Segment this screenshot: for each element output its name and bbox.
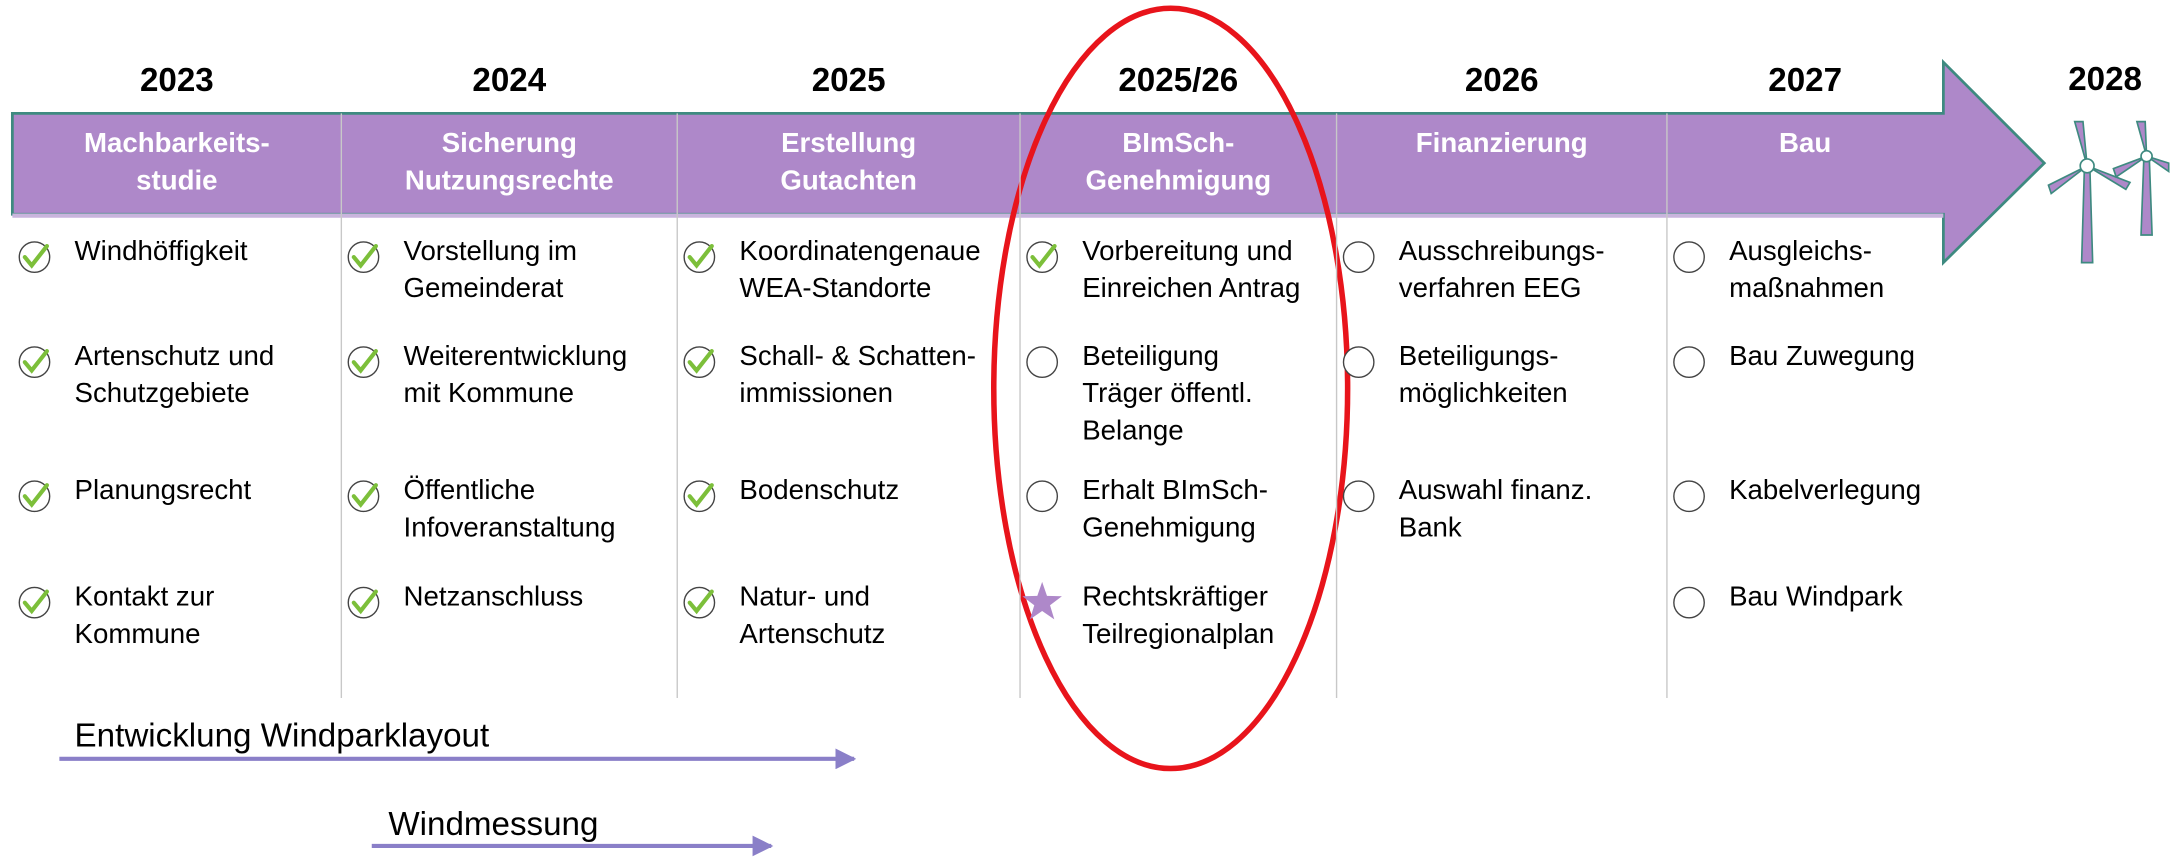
item-text: Schutzgebiete	[75, 377, 250, 408]
check-mark	[687, 349, 714, 374]
status-circle	[1342, 346, 1375, 379]
highlight-ellipse	[991, 5, 1351, 772]
item-text: WEA-Standorte	[739, 272, 931, 303]
phase-label: Machbarkeits-	[84, 127, 270, 158]
item-text: Einreichen Antrag	[1082, 272, 1300, 303]
check-mark	[22, 349, 49, 374]
track-label: Entwicklung Windparklayout	[75, 717, 490, 754]
item-text: mit Kommune	[404, 377, 574, 408]
item-text: Erhalt BImSch-	[1082, 474, 1268, 505]
check-mark	[22, 483, 49, 508]
check-mark	[22, 243, 49, 269]
item-text: Planungsrecht	[75, 474, 252, 505]
track-label: Windmessung	[388, 806, 598, 843]
phase-label: Genehmigung	[1085, 164, 1271, 195]
item-text: Artenschutz	[739, 618, 885, 649]
item-text: Bank	[1399, 511, 1462, 542]
check-mark	[687, 589, 714, 615]
check-mark	[1030, 243, 1057, 269]
item-text: Kontakt zur	[75, 580, 215, 611]
item-text: Windhöffigkeit	[75, 235, 248, 266]
item-text: maßnahmen	[1729, 272, 1884, 303]
item-text: Beteiligungs-	[1399, 340, 1559, 371]
star-icon	[1022, 581, 1062, 620]
year-label: 2024	[472, 62, 546, 99]
status-circle	[1673, 241, 1705, 273]
check-mark	[351, 483, 378, 508]
item-text: Rechtskräftiger	[1082, 580, 1268, 611]
phase-label: BImSch-	[1122, 127, 1234, 158]
status-circle	[1342, 241, 1375, 273]
check-mark	[351, 589, 378, 615]
item-text: Kabelverlegung	[1729, 474, 1921, 505]
year-label: 2025/26	[1118, 62, 1238, 99]
item-text: Bau Zuwegung	[1729, 340, 1915, 371]
item-text: Bau Windpark	[1729, 580, 1903, 611]
status-circle	[1673, 480, 1705, 513]
item-text: möglichkeiten	[1399, 377, 1568, 408]
item-text: Schall- & Schatten-	[739, 340, 975, 371]
phase-label: Sicherung	[442, 127, 577, 158]
item-text: Vorstellung im	[404, 235, 578, 266]
year-label: 2025	[812, 62, 886, 99]
phase-label: Erstellung	[781, 127, 916, 158]
item-text: Netzanschluss	[404, 580, 584, 611]
item-text: Kommune	[75, 618, 201, 649]
status-circle	[1342, 480, 1375, 513]
wind-turbines	[2047, 120, 2170, 264]
item-text: Teilregionalplan	[1082, 618, 1274, 649]
final-year: 2028	[2068, 61, 2142, 98]
item-text: Vorbereitung und	[1082, 235, 1292, 266]
item-text: Gemeinderat	[404, 272, 564, 303]
phase-label: Bau	[1779, 127, 1831, 158]
item-text: Ausgleichs-	[1729, 235, 1872, 266]
item-text: Auswahl finanz.	[1399, 474, 1592, 505]
status-circle	[1026, 480, 1059, 513]
item-text: Artenschutz und	[75, 340, 275, 371]
check-mark	[351, 243, 378, 269]
item-text: Träger öffentl.	[1082, 377, 1252, 408]
status-circle	[1673, 346, 1705, 379]
phase-label: Gutachten	[780, 164, 917, 195]
year-label: 2027	[1768, 62, 1842, 99]
check-mark	[687, 243, 714, 269]
phase-label: studie	[136, 164, 217, 195]
item-text: Beteiligung	[1082, 340, 1219, 371]
status-circle	[1673, 586, 1705, 619]
item-text: immissionen	[739, 377, 893, 408]
year-label: 2023	[140, 62, 214, 99]
status-circle	[1026, 346, 1059, 379]
check-mark	[22, 589, 49, 615]
item-text: Genehmigung	[1082, 511, 1256, 542]
check-mark	[351, 349, 378, 374]
item-text: Infoveranstaltung	[404, 511, 616, 542]
item-text: Koordinatengenaue	[739, 235, 980, 266]
check-mark	[687, 483, 714, 508]
item-text: Natur- und	[739, 580, 870, 611]
item-text: Ausschreibungs-	[1399, 235, 1605, 266]
phase-label: Finanzierung	[1416, 127, 1588, 158]
phase-label: Nutzungsrechte	[405, 164, 614, 195]
year-label: 2026	[1465, 62, 1539, 99]
item-text: Weiterentwicklung	[404, 340, 628, 371]
item-text: verfahren EEG	[1399, 272, 1582, 303]
item-text: Öffentliche	[404, 474, 536, 505]
item-text: Bodenschutz	[739, 474, 899, 505]
item-text: Belange	[1082, 415, 1183, 446]
